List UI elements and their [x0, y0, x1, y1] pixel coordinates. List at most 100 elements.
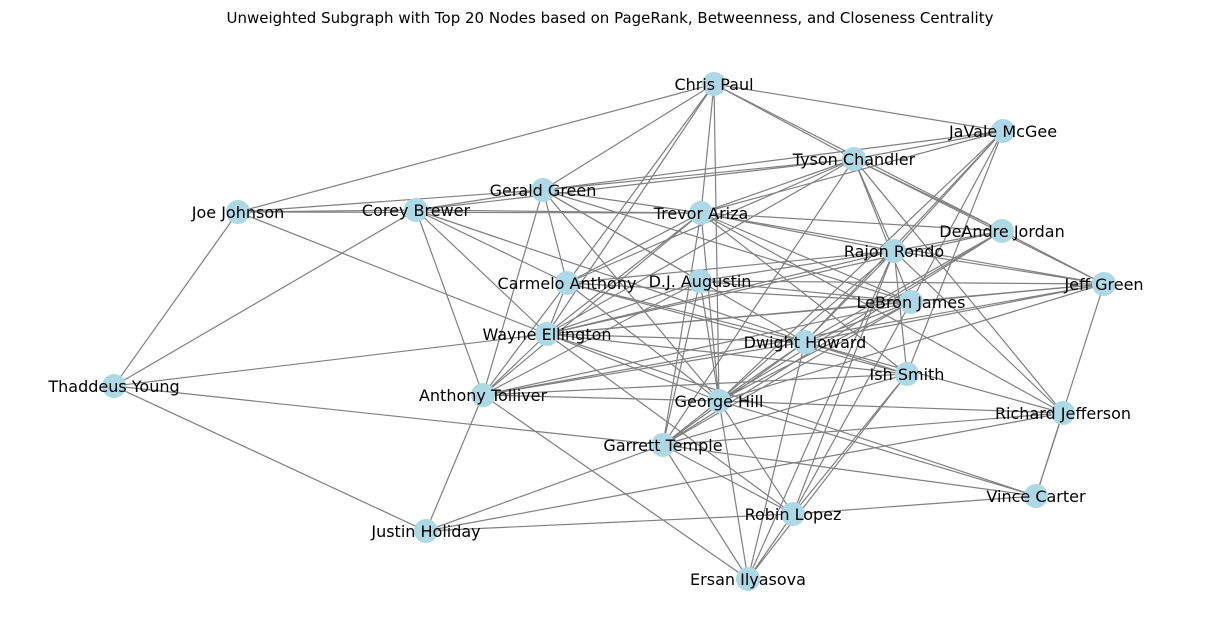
edge-dwight_howard-anthony_tolliver — [482, 341, 806, 396]
node-anthony_tolliver — [471, 383, 495, 407]
node-garrett_temple — [651, 433, 675, 457]
edge-wayne_ellington-anthony_tolliver — [482, 333, 548, 396]
edge-joe_johnson-trevor_ariza — [237, 211, 702, 214]
edge-rajon_rondo-dwight_howard — [804, 250, 895, 343]
node-jeff_green — [1092, 272, 1116, 296]
edge-lebron_james-robin_lopez — [792, 301, 912, 515]
edge-trevor_ariza-ish_smith — [700, 212, 908, 375]
edge-tyson_chandler-wayne_ellington — [546, 158, 855, 335]
edge-anthony_tolliver-george_hill — [482, 394, 720, 402]
edge-george_hill-ersan_ilyasova — [718, 400, 749, 580]
node-robin_lopez — [781, 502, 805, 526]
node-label-vince_carter: Vince Carter — [986, 487, 1086, 506]
edge-ish_smith-garrett_temple — [662, 373, 908, 446]
node-label-joe_johnson: Joe Johnson — [191, 203, 285, 222]
edge-richard_jefferson-vince_carter — [1035, 412, 1064, 497]
node-javale_mcgee — [991, 119, 1015, 143]
node-wayne_ellington — [535, 322, 559, 346]
node-label-chris_paul: Chris Paul — [674, 75, 753, 94]
node-label-deandre_jordan: DeAndre Jordan — [939, 222, 1064, 241]
edge-tyson_chandler-trevor_ariza — [700, 158, 855, 214]
edge-rajon_rondo-jeff_green — [893, 250, 1105, 285]
edge-chris_paul-joe_johnson — [237, 83, 715, 213]
edge-garrett_temple-justin_holiday — [425, 444, 664, 532]
node-dwight_howard — [793, 330, 817, 354]
edge-dj_augustin-garrett_temple — [662, 280, 701, 446]
node-label-corey_brewer: Corey Brewer — [362, 201, 471, 220]
edge-dwight_howard-garrett_temple — [662, 341, 806, 446]
edge-tyson_chandler-jeff_green — [853, 158, 1105, 285]
node-carmelo_anthony — [555, 271, 579, 295]
edge-jeff_green-dwight_howard — [804, 283, 1105, 343]
edge-rajon_rondo-george_hill — [718, 250, 895, 402]
node-chris_paul — [702, 72, 726, 96]
edge-rajon_rondo-dj_augustin — [699, 250, 895, 282]
edge-deandre_jordan-jeff_green — [1001, 230, 1105, 285]
edge-richard_jefferson-justin_holiday — [425, 412, 1064, 532]
node-lebron_james — [899, 290, 923, 314]
edge-corey_brewer-dwight_howard — [415, 209, 806, 343]
edge-lebron_james-anthony_tolliver — [482, 301, 912, 396]
node-label-ish_smith: Ish Smith — [870, 365, 945, 384]
node-label-trevor_ariza: Trevor Ariza — [653, 204, 749, 223]
edge-rajon_rondo-ish_smith — [893, 250, 908, 375]
edge-trevor_ariza-garrett_temple — [662, 212, 702, 446]
node-thaddeus_young — [102, 374, 126, 398]
edge-lebron_james-dwight_howard — [804, 301, 912, 343]
edge-joe_johnson-thaddeus_young — [113, 211, 239, 387]
node-label-garrett_temple: Garrett Temple — [603, 436, 722, 455]
edge-rajon_rondo-wayne_ellington — [546, 250, 895, 335]
node-label-thaddeus_young: Thaddeus Young — [47, 377, 179, 396]
edge-carmelo_anthony-anthony_tolliver — [482, 282, 568, 396]
edge-chris_paul-trevor_ariza — [700, 83, 715, 214]
edge-carmelo_anthony-ish_smith — [566, 282, 908, 375]
edge-javale_mcgee-trevor_ariza — [700, 130, 1004, 214]
edge-gerald_green-carmelo_anthony — [542, 189, 568, 284]
edge-joe_johnson-wayne_ellington — [237, 211, 548, 335]
edge-corey_brewer-wayne_ellington — [415, 209, 548, 335]
edge-garrett_temple-ersan_ilyasova — [662, 444, 749, 580]
edge-carmelo_anthony-lebron_james — [566, 282, 912, 303]
edge-gerald_green-corey_brewer — [415, 189, 544, 211]
edge-trevor_ariza-wayne_ellington — [546, 212, 702, 335]
label-layer: Chris Paul JaVale McGee Tyson Chandler Gera… — [47, 75, 1143, 589]
node-label-justin_holiday: Justin Holiday — [370, 522, 480, 541]
edge-lebron_james-garrett_temple — [662, 301, 912, 446]
edge-trevor_ariza-anthony_tolliver — [482, 212, 702, 396]
edge-ish_smith-ersan_ilyasova — [747, 373, 908, 580]
edge-wayne_ellington-vince_carter — [546, 333, 1037, 497]
edge-dj_augustin-jeff_green — [699, 280, 1105, 285]
edge-trevor_ariza-rajon_rondo — [700, 212, 895, 252]
edge-rajon_rondo-carmelo_anthony — [566, 250, 895, 284]
node-label-dj_augustin: D.J. Augustin — [649, 272, 752, 291]
edge-trevor_ariza-george_hill — [700, 212, 720, 402]
edge-robin_lopez-ersan_ilyasova — [747, 513, 794, 580]
node-gerald_green — [531, 178, 555, 202]
edge-deandre_jordan-george_hill — [718, 230, 1003, 402]
node-label-tyson_chandler: Tyson Chandler — [792, 150, 916, 169]
node-corey_brewer — [404, 198, 428, 222]
edge-tyson_chandler-lebron_james — [853, 158, 912, 303]
edge-deandre_jordan-wayne_ellington — [546, 230, 1003, 335]
edge-dwight_howard-richard_jefferson — [804, 341, 1064, 414]
edge-carmelo_anthony-dwight_howard — [566, 282, 806, 343]
edge-garrett_temple-vince_carter — [662, 444, 1037, 497]
edge-wayne_ellington-ish_smith — [546, 333, 908, 375]
edge-robin_lopez-justin_holiday — [425, 513, 794, 532]
edge-javale_mcgee-george_hill — [718, 130, 1004, 402]
edge-tyson_chandler-gerald_green — [542, 158, 855, 191]
edge-deandre_jordan-dwight_howard — [804, 230, 1003, 343]
node-label-javale_mcgee: JaVale McGee — [948, 122, 1057, 141]
edge-jeff_green-george_hill — [718, 283, 1105, 402]
graph-title: Unweighted Subgraph with Top 20 Nodes ba… — [227, 9, 994, 27]
edge-deandre_jordan-rajon_rondo — [893, 230, 1003, 252]
edge-gerald_green-anthony_tolliver — [482, 189, 544, 396]
node-ish_smith — [895, 362, 919, 386]
node-richard_jefferson — [1051, 401, 1075, 425]
node-label-rajon_rondo: Rajon Rondo — [844, 242, 944, 261]
edge-chris_paul-wayne_ellington — [546, 83, 715, 335]
edge-wayne_ellington-george_hill — [546, 333, 720, 402]
edge-javale_mcgee-gerald_green — [542, 130, 1004, 191]
edge-wayne_ellington-thaddeus_young — [113, 333, 548, 387]
